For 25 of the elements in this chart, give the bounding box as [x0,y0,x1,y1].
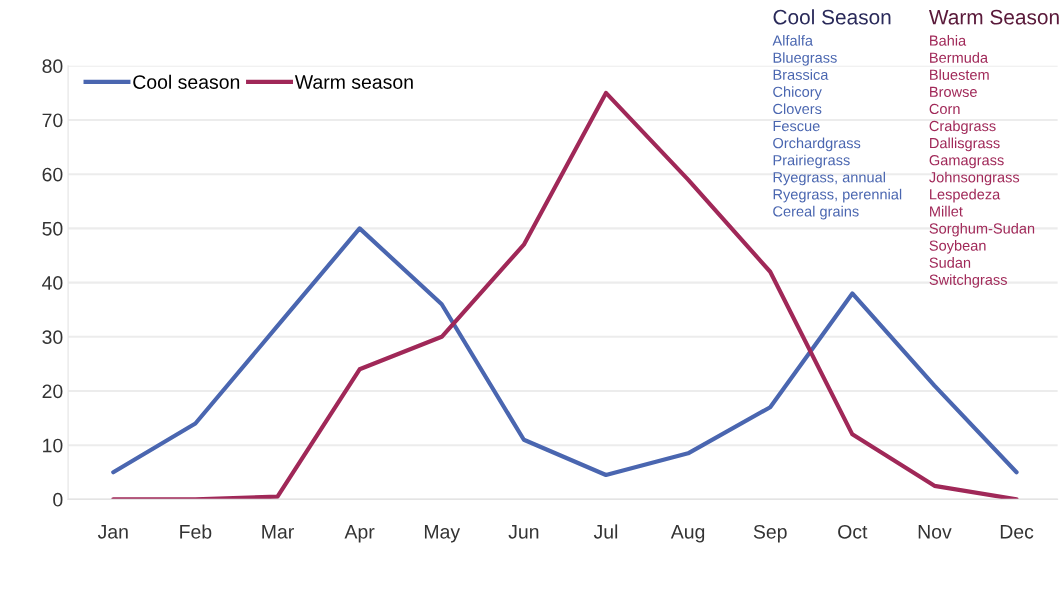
x-tick-label: Mar [262,525,294,539]
y-tick-label: 80 [42,59,63,74]
x-tick-label: May [424,525,461,543]
x-tick-label: Feb [180,524,212,539]
x-tick-label: Sep [753,524,787,543]
x-tick-label: Nov [918,525,952,539]
x-tick-label: Jul [593,524,618,539]
text: Cool Season Alfalfa Bluegrass Brassica Chicory Clovers Fescue Orchardgrass Prairiegrass Ryegrass, annual Ryegrass, perennial Cereal grains [772,9,902,220]
text: Warm Season Bahia Bermuda Bluestem Browse Corn Crabgrass Dallisgrass Gamagrass Johnsongrass Lespedeza Millet Sorghum-Sudan Soybean Sudan Switchgrass [928,9,1059,288]
x-tick-label: Oct [838,524,868,539]
x-tick-label: Apr [344,525,375,543]
y-tick-label: 0 [53,492,63,507]
y-tick-label: 40 [42,276,63,290]
y-tick-label: 30 [42,330,63,345]
y-tick-label: 50 [42,221,63,236]
x-tick-label: Jan [97,525,128,539]
y-tick-label: 60 [42,167,63,182]
x-tick-label: Jun [508,525,539,539]
legend-label: Cool season [133,74,240,89]
y-tick-label: 10 [43,438,63,453]
legend-label: Warm season [294,75,413,89]
y-tick-label: 20 [42,384,63,399]
x-tick-label: Aug [670,525,705,543]
x-tick-label: Dec [1000,525,1034,539]
y-tick-label: 70 [42,113,63,128]
